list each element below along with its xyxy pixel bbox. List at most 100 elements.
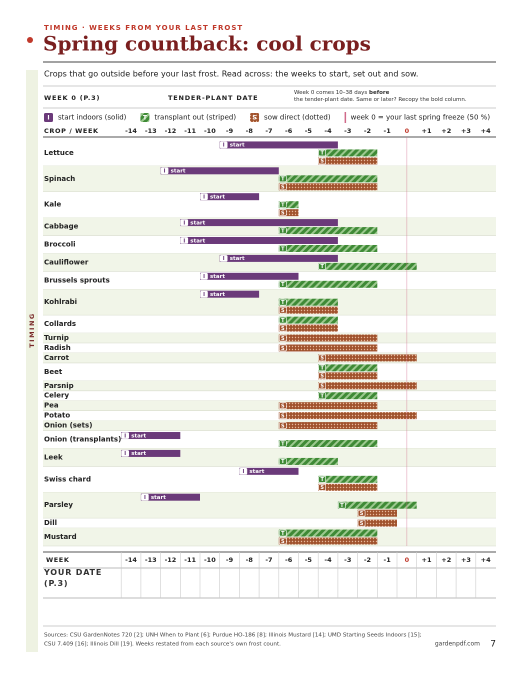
bar xyxy=(278,244,378,252)
bar-icon-letter: I xyxy=(223,256,225,262)
bar-start-label: start xyxy=(131,433,146,439)
bar xyxy=(278,298,338,306)
row-band xyxy=(43,420,496,431)
crop-label: Mustard xyxy=(44,533,77,541)
bar-icon-letter: T xyxy=(320,151,324,157)
bar-start-label: start xyxy=(151,495,166,501)
row-band xyxy=(43,448,496,467)
bar-icon xyxy=(239,468,248,475)
crop-label: Swiss chard xyxy=(44,475,91,483)
bar xyxy=(278,457,338,465)
axis-label: CROP / WEEK xyxy=(44,127,99,135)
crop-label: Turnip xyxy=(44,334,69,342)
crop-label: Kohlrabi xyxy=(44,298,77,306)
x-tick-label: -8 xyxy=(246,127,254,135)
bar xyxy=(318,262,417,270)
footer-tick-label: -9 xyxy=(226,556,234,564)
bar xyxy=(318,354,417,362)
bar xyxy=(278,306,338,314)
bar-icon xyxy=(278,537,287,545)
bar-icon-letter: T xyxy=(281,228,285,234)
side-band xyxy=(26,70,38,652)
crop-label: Dill xyxy=(44,519,57,527)
bar-icon xyxy=(278,209,287,216)
bar-start-label: start xyxy=(190,220,205,226)
footer-tick-label: -6 xyxy=(285,556,293,564)
bar-icon xyxy=(318,354,327,362)
legend-week0-swatch xyxy=(344,112,347,123)
bar xyxy=(278,175,378,183)
bar-icon xyxy=(318,382,327,390)
x-tick-label: 0 xyxy=(405,127,410,135)
legend-letter: T xyxy=(143,114,148,121)
row-band xyxy=(43,400,496,411)
bar xyxy=(318,382,417,390)
crop-label: Spinach xyxy=(44,175,75,183)
bar xyxy=(278,344,378,352)
bar xyxy=(239,467,299,475)
footer-tick-label: +2 xyxy=(441,556,451,564)
bar-icon xyxy=(200,273,208,280)
crop-label: Parsnip xyxy=(44,382,74,390)
rows xyxy=(43,165,496,547)
bar-icon-letter: I xyxy=(203,194,205,200)
bar-icon-letter: I xyxy=(124,451,126,457)
x-tick-label: +2 xyxy=(441,127,451,135)
footer-tick-label: -8 xyxy=(246,556,254,564)
bar-icon-letter: T xyxy=(281,177,285,183)
bar-icon xyxy=(318,149,327,157)
bar xyxy=(278,529,378,537)
x-tick-label: +1 xyxy=(422,127,432,135)
bar-icon xyxy=(219,255,228,262)
crop-label: Cabbage xyxy=(44,223,79,231)
footer-tick-label: -1 xyxy=(384,556,392,564)
bar-icon xyxy=(318,263,327,270)
side-label: TIMING xyxy=(28,312,36,348)
x-tick-label: -2 xyxy=(364,127,371,135)
bar xyxy=(219,141,338,149)
crop-label: Collards xyxy=(44,320,76,328)
bar-icon-letter: T xyxy=(320,394,324,400)
bar-icon xyxy=(278,412,287,419)
bar-icon xyxy=(318,372,327,380)
crop-label: Leek xyxy=(44,453,63,461)
bar xyxy=(140,493,200,501)
x-tick-label: -7 xyxy=(265,127,272,135)
bar-icon-letter: S xyxy=(320,485,324,491)
sources: CSU 7.409 [16]; Illinois Dill [19]. Week… xyxy=(44,642,281,648)
bar-icon-letter: I xyxy=(223,143,225,149)
row-band xyxy=(43,492,496,519)
bar-icon-letter: T xyxy=(281,246,285,252)
crop-label: Broccoli xyxy=(44,240,76,248)
bar-icon xyxy=(318,476,327,483)
bar xyxy=(357,519,397,527)
x-tick-label: -9 xyxy=(226,127,234,135)
x-tick-label: -3 xyxy=(344,127,351,135)
subtitle: Crops that go outside before your last f… xyxy=(44,70,418,79)
bar-icon xyxy=(278,316,287,324)
title: Spring countback: cool crops xyxy=(43,32,371,56)
bar xyxy=(180,219,338,227)
bar-icon xyxy=(278,324,287,332)
bar-icon-letter: I xyxy=(124,433,126,439)
bar-icon xyxy=(278,281,287,288)
row-band xyxy=(43,217,496,236)
legend-label: transplant out (striped) xyxy=(154,114,236,122)
bar-icon xyxy=(318,364,327,372)
bar-icon-letter: I xyxy=(144,495,146,501)
legend-letter: I xyxy=(47,114,49,121)
legend-label: week 0 = your last spring freeze (50 %) xyxy=(351,114,491,122)
crop-label: Celery xyxy=(44,392,69,400)
bar xyxy=(200,193,260,201)
bar-icon-letter: S xyxy=(281,403,285,409)
bar-start-label: start xyxy=(249,469,264,475)
bar-icon-letter: S xyxy=(360,511,364,517)
bar-start-label: start xyxy=(210,194,225,200)
bar-icon xyxy=(160,167,169,175)
bar-icon-letter: S xyxy=(281,210,285,216)
bar xyxy=(278,209,299,217)
bar-icon-letter: I xyxy=(183,220,185,226)
bar xyxy=(219,254,338,262)
bar-icon xyxy=(318,484,327,491)
